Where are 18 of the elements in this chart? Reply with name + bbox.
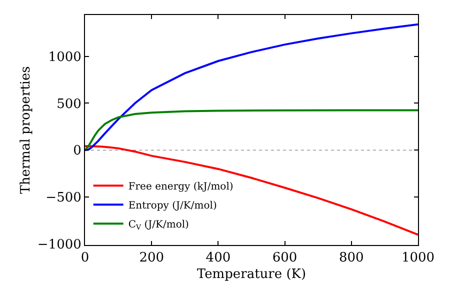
y-tick-label: −1000 [37, 238, 82, 253]
legend-label: Entropy (J/K/mol) [128, 200, 217, 212]
x-axis-title: Temperature (K) [196, 267, 306, 282]
y-tick-label: 1000 [48, 50, 82, 65]
y-tick-label: 500 [56, 96, 82, 112]
x-tick-label: 200 [139, 250, 164, 266]
x-tick-label: 600 [272, 250, 298, 266]
legend-label: C$_{V}$ (J/K/mol) [128, 220, 190, 232]
x-tick-label: 400 [206, 250, 231, 266]
line-series [85, 145, 418, 236]
y-tick-label: −500 [46, 190, 82, 206]
line-series [85, 23, 418, 152]
y-axis-title: Thermal properties [18, 66, 34, 194]
x-tick-label: 800 [338, 250, 364, 266]
x-tick-label: 1000 [401, 250, 435, 266]
line-series [85, 109, 418, 152]
y-tick-label: 0 [73, 144, 82, 159]
legend-label: Free energy (kJ/mol) [128, 182, 234, 192]
